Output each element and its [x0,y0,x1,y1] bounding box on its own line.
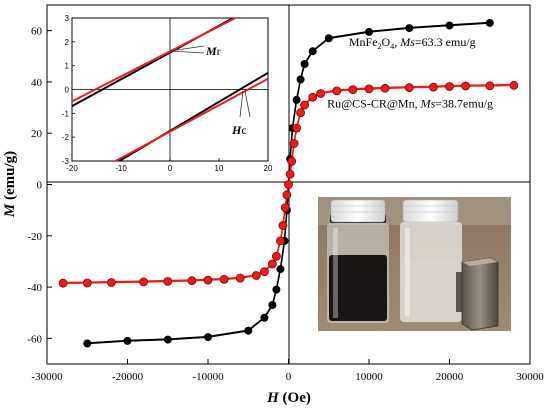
x-tick-label: -20000 [112,371,144,383]
magnet [461,257,499,331]
ru_cs_cr_mn-point [139,277,149,287]
mnfe2o4-point [268,301,277,309]
y-tick-label: -40 [27,282,42,294]
ru_cs_cr_mn-point [292,123,302,133]
ru_cs_cr_mn-point [485,81,495,91]
mnfe2o4-point [244,326,253,335]
y-tick-label: 60 [31,26,43,38]
y-tick-label: 0 [37,180,43,192]
inset-x-tick-label: 20 [264,164,273,173]
ru_cs_cr_mn-point [509,80,519,90]
ru_cs_cr_mn-point [285,169,295,179]
mnfe2o4-point [276,265,285,274]
inset-y-tick-label: -3 [62,157,70,166]
mnfe2o4-point [260,313,269,322]
ru_cs_cr_mn-point [267,259,277,269]
ru_cs_cr_mn-point [380,83,390,93]
inset-y-tick-label: 0 [65,86,70,95]
x-tick-label: 20000 [436,371,464,383]
ru_cs_cr_mn-point [445,82,454,91]
ru-annotation: Ru@CS-CR@Mn, Ms=38.7emu/g [327,97,493,111]
ru_cs_cr_mn-point [278,221,288,230]
inset-y-tick-label: 2 [65,38,70,47]
y-axis-title: M (emu/g) [2,151,18,218]
hc-pointer-line [244,90,251,118]
ru_cs_cr_mn-point [219,274,229,284]
inset-line [113,77,268,161]
inset-y-tick-label: 3 [65,14,70,23]
ru_cs_cr_mn-point [296,108,306,118]
ru_cs_cr_mn-point [82,278,92,288]
x-tick-label: 30000 [516,371,544,383]
y-tick-label: 20 [31,128,43,140]
ru_cs_cr_mn-point [280,203,290,213]
vial-dispersed [327,199,389,323]
ru_cs_cr_mn-point [259,267,269,277]
x-tick-label: -10000 [192,371,224,383]
mr-label: Mr [205,44,221,58]
ru_cs_cr_mn-point [203,275,213,285]
ru_cs_cr_mn-point [251,271,261,280]
ru_cs_cr_mn-point [316,89,326,98]
mnfe2o4-point [83,339,92,348]
ru_cs_cr_mn-point [332,86,342,96]
mnfe2o4-point [272,285,281,294]
inset-y-tick-label: -2 [62,133,70,142]
ru_cs_cr_mn-point [187,276,197,286]
ru_cs_cr_mn-point [308,92,318,102]
mnfe2o4-point [324,34,333,43]
inset-y-tick-label: 1 [65,62,70,71]
ru_cs_cr_mn-point [284,180,293,189]
mnfe2o4-point [445,21,454,30]
y-tick-label: -60 [27,333,42,345]
x-tick-label: -30000 [31,371,63,383]
x-tick-label: 10000 [355,371,383,383]
ru_cs_cr_mn-point [275,236,285,246]
ru_cs_cr_mn-point [271,251,281,261]
mnfe2o4-point [365,27,373,36]
inset-x-tick-label: 0 [168,164,173,173]
ru_cs_cr_mn-point [428,82,438,92]
mnfe2o4-point [300,60,309,68]
ru_cs_cr_mn-point [107,278,116,287]
vial-separated [400,199,462,322]
mnfe2o4-point [204,333,212,342]
ru_cs_cr_mn-point [282,190,292,200]
ru_cs_cr_mn-point [461,81,471,91]
ru_cs_cr_mn-point [58,278,68,288]
mr-pointer-line [169,45,205,52]
mnfe2o4-point [308,47,317,56]
ru_cs_cr_mn-point [163,276,173,286]
hc-label: Hc [231,123,247,137]
inset-y-tick-label: -1 [62,109,70,118]
ru_cs_cr_mn-point [404,83,414,92]
x-tick-label: 0 [286,371,292,383]
ru_cs_cr_mn-point [364,84,374,94]
photo-inset [318,197,511,331]
ru_cs_cr_mn-point [300,100,310,110]
ru_cs_cr_mn-point [287,156,297,166]
inset-x-tick-label: -20 [66,164,78,173]
mnfe2o4-point [296,75,305,84]
mr-pointer-line [169,50,205,54]
x-axis-title: H (Oe) [266,390,311,406]
inset-line [72,18,236,108]
y-tick-label: -20 [27,231,42,243]
inset-x-tick-label: 10 [215,164,224,173]
y-tick-label: 40 [31,77,43,89]
ru_cs_cr_mn-point [235,273,245,283]
mnfe2o4-point [163,335,172,344]
mnfe2o4-point [405,24,414,33]
mnfe2o4-point [123,336,132,345]
mnfe2o4-point [292,95,301,104]
ru_cs_cr_mn-point [289,139,299,148]
mnfe2o4-point [485,18,494,27]
inset-x-tick-label: -10 [115,164,127,173]
ru_cs_cr_mn-point [348,85,358,94]
mnfe2o4-annotation: MnFe2O4, Ms=63.3 emu/g [349,35,476,51]
hc-pointer-line [239,90,244,118]
